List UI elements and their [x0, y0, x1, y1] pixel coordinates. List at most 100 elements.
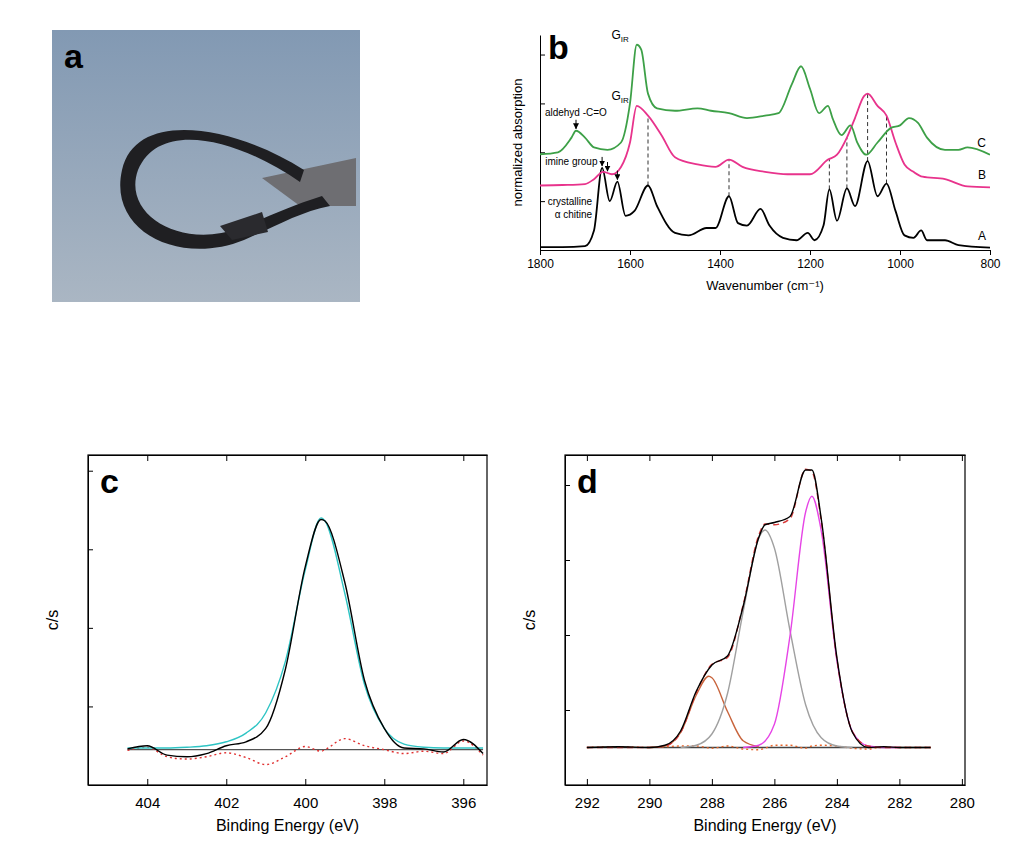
- x-axis-top: [566, 455, 966, 461]
- annotation-arrow: [607, 162, 608, 171]
- annotation-arrow: [576, 120, 577, 129]
- tick-mark: [899, 779, 900, 785]
- tick-label: 282: [887, 794, 912, 811]
- tick-mark: [649, 455, 650, 461]
- tick-label: 1000: [887, 257, 914, 271]
- photo-panel: a: [52, 30, 360, 302]
- tick-label: 290: [637, 794, 662, 811]
- tick: [540, 201, 545, 202]
- annotation-arrow: [617, 171, 618, 180]
- y-axis-line: [540, 36, 541, 251]
- x-axis: 1800 1600 1400 1200 1000 800: [527, 250, 1001, 271]
- tick-mark: [900, 250, 901, 255]
- annotation-subscript: IR: [621, 96, 629, 105]
- tick: [565, 710, 570, 711]
- tick: 292: [575, 779, 600, 811]
- series-line: [743, 496, 899, 747]
- tick: [88, 628, 93, 629]
- tick-label: 400: [293, 794, 318, 811]
- tick: 400: [293, 779, 318, 811]
- tick: 800: [980, 250, 1000, 271]
- tick-mark: [899, 455, 900, 461]
- tick-mark: [147, 455, 148, 461]
- chart-texts: Binding Energy (eV)c/sc: [44, 462, 359, 834]
- x-axis-line: [89, 785, 488, 786]
- annotation-line: crystalline: [548, 196, 593, 207]
- series-line: [540, 45, 990, 155]
- annotation-label: GIR: [611, 89, 629, 105]
- tick: 396: [451, 779, 476, 811]
- band-line: [648, 116, 649, 186]
- tick-mark: [587, 779, 588, 785]
- figure: a18001600140012001000800ABCcrystallineα …: [0, 0, 1021, 867]
- tick-label: 1800: [527, 257, 554, 271]
- panel-label: a: [64, 37, 84, 75]
- tick-label: 280: [950, 794, 975, 811]
- tick-label: 284: [825, 794, 850, 811]
- annotation-subscript: IR: [621, 35, 629, 44]
- tick-label: 292: [575, 794, 600, 811]
- annotation-arrow: [602, 157, 603, 166]
- tick: [540, 103, 545, 104]
- series-label: C: [977, 136, 986, 150]
- tick: 288: [700, 779, 725, 811]
- series-line: [587, 470, 931, 748]
- panel-label: c: [100, 462, 119, 500]
- plot-marks: [128, 518, 484, 765]
- tick: 1600: [617, 250, 644, 271]
- x-axis: 404 402 400 398 396: [89, 779, 488, 811]
- tick: [88, 471, 93, 472]
- tick-mark: [540, 201, 545, 202]
- tick: 1000: [887, 250, 914, 271]
- tick: [712, 455, 713, 461]
- tick: [88, 549, 93, 550]
- tick-mark: [540, 250, 545, 251]
- series-line: [540, 161, 990, 247]
- tick: 290: [637, 779, 662, 811]
- tick-mark: [463, 455, 464, 461]
- tick: [565, 560, 570, 561]
- chart-texts: Binding Energy (eV)c/sd: [521, 462, 837, 834]
- tick-label: 404: [135, 794, 160, 811]
- tick-mark: [962, 455, 963, 461]
- tick-mark: [587, 455, 588, 461]
- tick-mark: [384, 455, 385, 461]
- tick-label: 402: [214, 794, 239, 811]
- tick-mark: [88, 471, 93, 472]
- annotation-label: GIR: [611, 28, 629, 44]
- tick-mark: [810, 250, 811, 255]
- tick: [587, 455, 588, 461]
- tick-label: 398: [372, 794, 397, 811]
- x-axis-line: [566, 785, 966, 786]
- photo-film-loop: [120, 130, 330, 249]
- series-line: [128, 518, 484, 748]
- x-axis-line: [541, 250, 991, 251]
- series-label: B: [978, 168, 986, 182]
- x-axis-top: [89, 455, 488, 461]
- tick: 1200: [797, 250, 824, 271]
- tick: [463, 455, 464, 461]
- series-line: [540, 94, 990, 188]
- tick-mark: [565, 635, 570, 636]
- plot-frame: [88, 455, 487, 785]
- x-axis-title: Binding Energy (eV): [216, 817, 359, 834]
- tick-mark: [712, 779, 713, 785]
- y-axis: [540, 36, 545, 251]
- tick-label: 288: [700, 794, 725, 811]
- series-line: [128, 519, 484, 756]
- y-axis: [565, 456, 570, 786]
- tick: 398: [372, 779, 397, 811]
- y-axis-title: normalized absorption: [510, 79, 525, 207]
- tick-mark: [565, 485, 570, 486]
- tick: 284: [825, 779, 850, 811]
- tick-mark: [540, 55, 545, 56]
- y-axis-line: [565, 456, 566, 786]
- band-line: [867, 94, 868, 161]
- tick-mark: [565, 710, 570, 711]
- tick: 1400: [707, 250, 734, 271]
- x-axis: 292290288286284282280: [566, 779, 975, 811]
- band-line: [729, 160, 730, 197]
- tick: [540, 55, 545, 56]
- photo-background: [52, 30, 360, 302]
- annotation-text: G: [611, 28, 620, 42]
